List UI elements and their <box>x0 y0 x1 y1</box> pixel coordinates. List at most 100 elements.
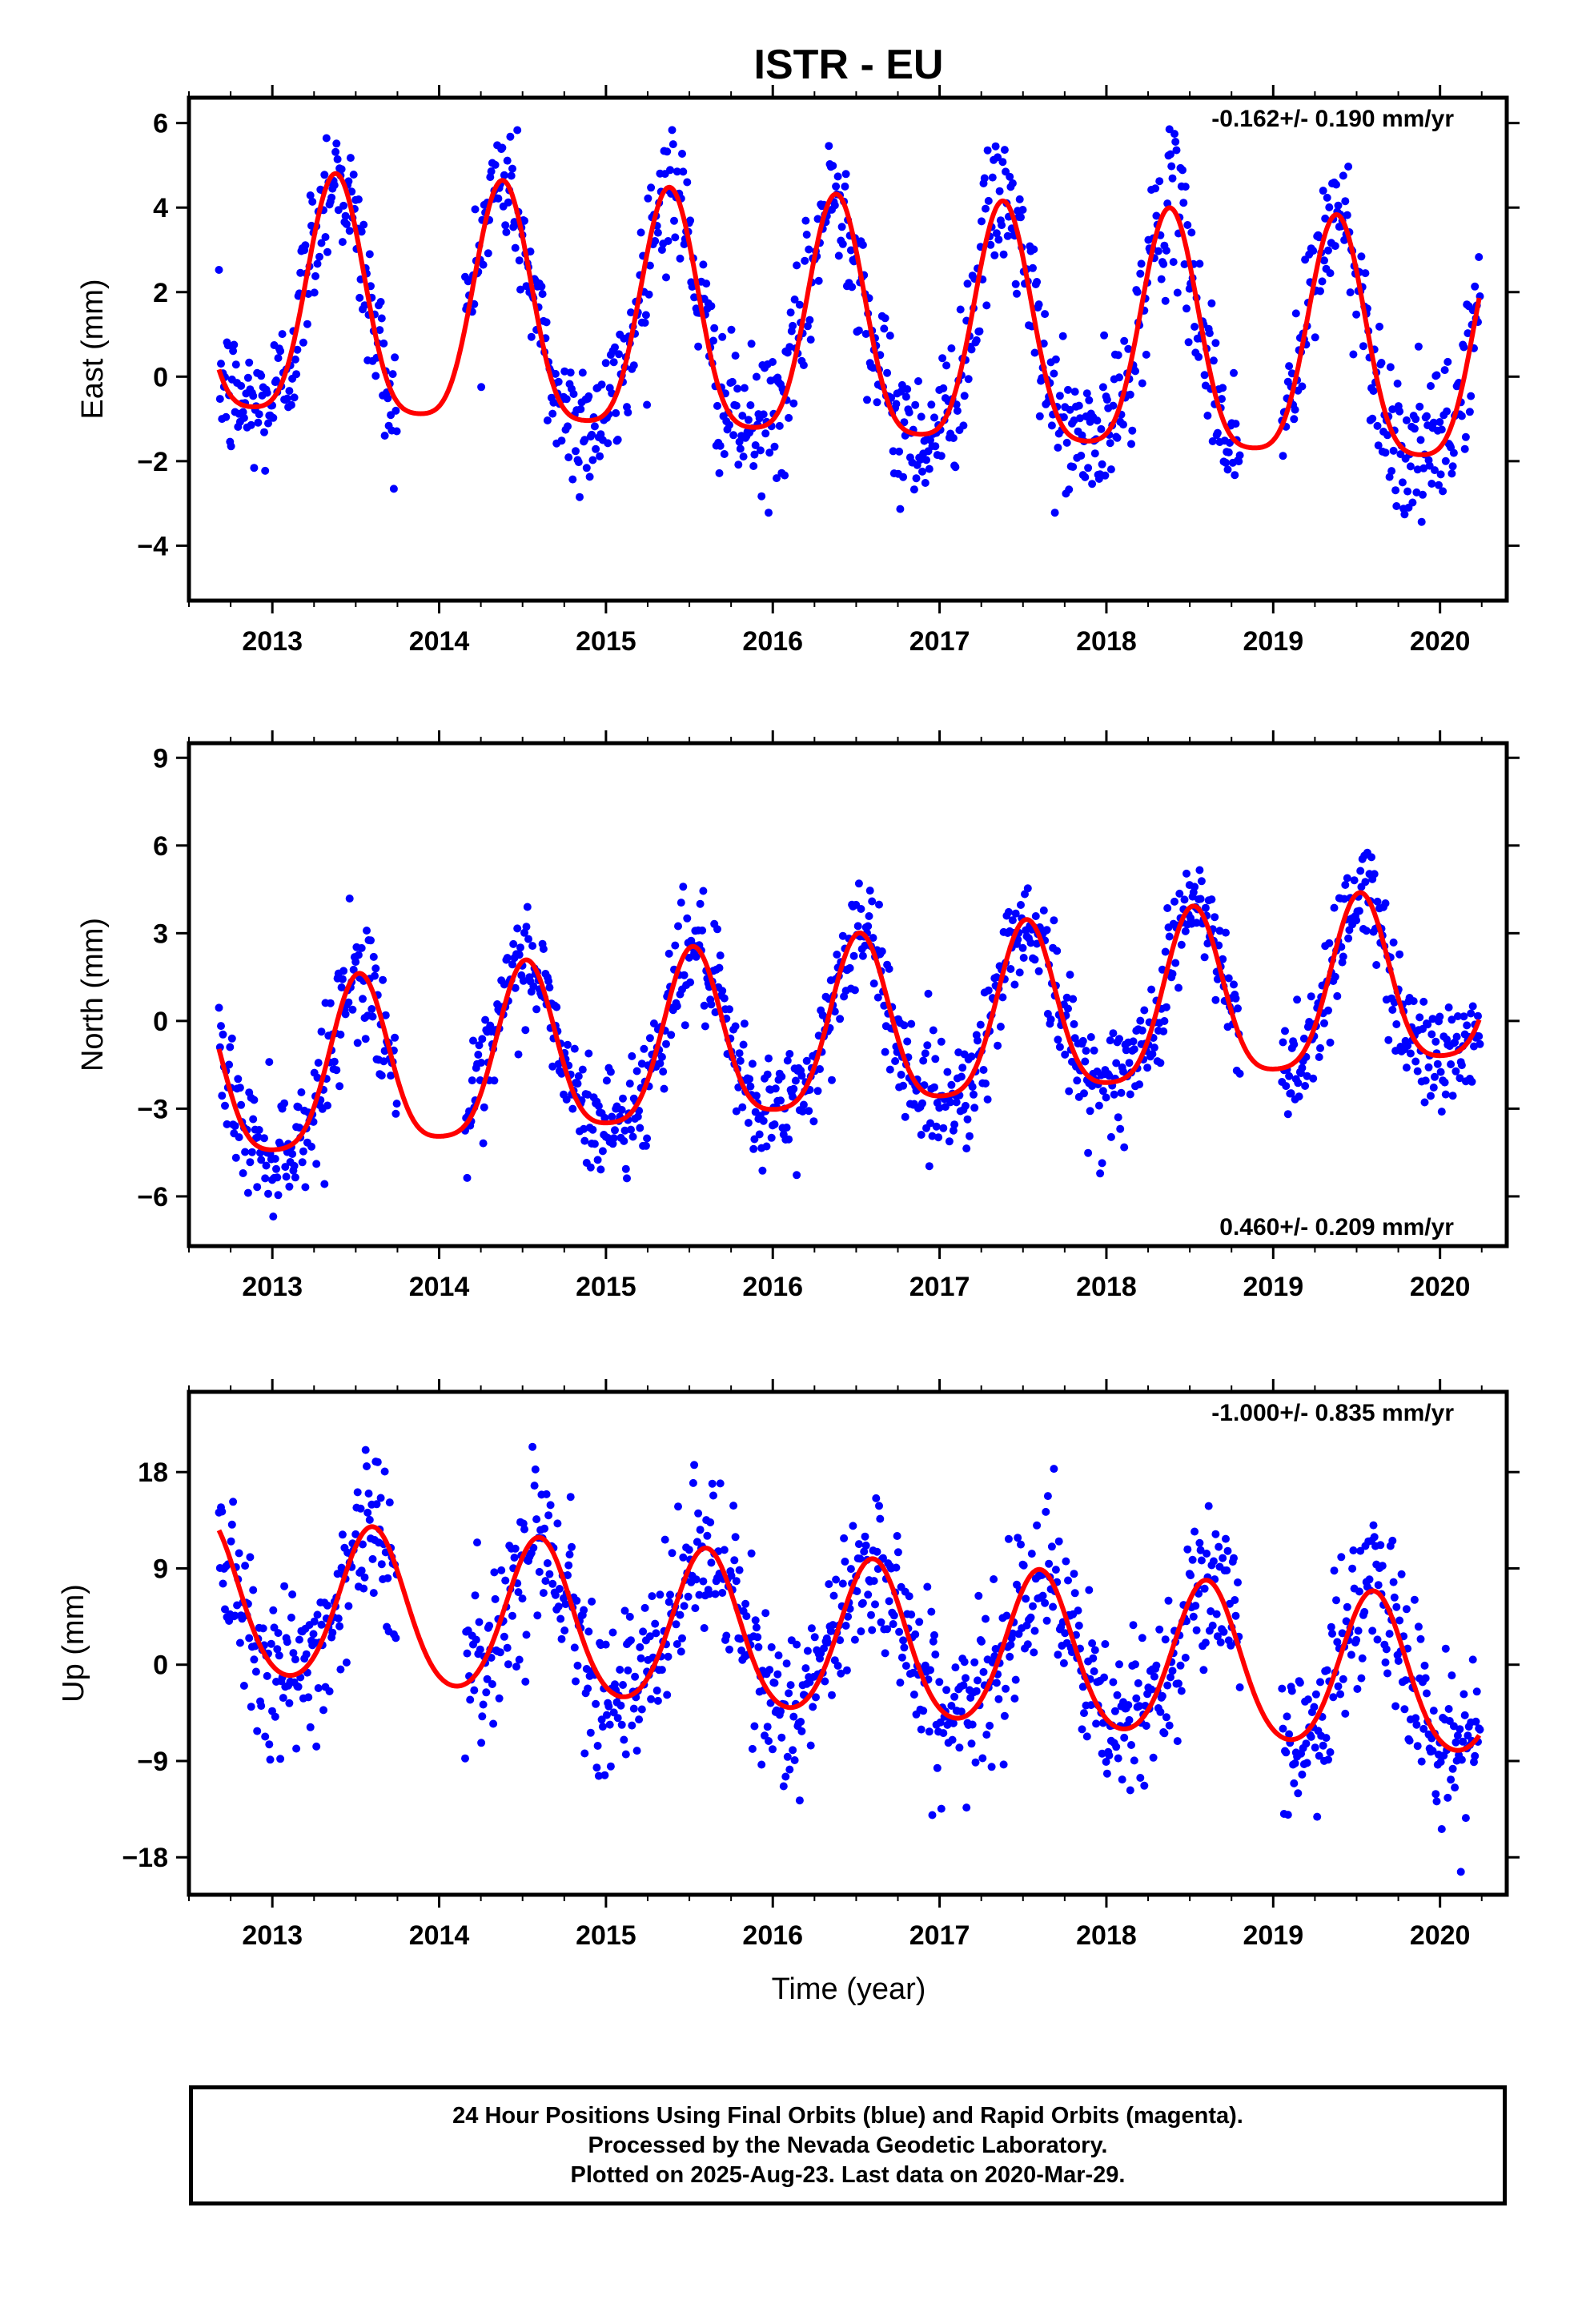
data-point <box>945 1137 954 1146</box>
data-point <box>725 420 733 429</box>
data-point <box>1218 395 1226 404</box>
data-point <box>807 1624 816 1633</box>
data-point <box>789 1712 798 1721</box>
data-point <box>241 1148 250 1156</box>
data-point <box>1388 1536 1397 1545</box>
data-point <box>529 1543 538 1552</box>
data-point <box>696 899 705 908</box>
data-point <box>982 204 990 213</box>
data-point <box>1385 1630 1394 1638</box>
data-point <box>478 1712 487 1721</box>
data-point <box>1465 408 1474 416</box>
data-point <box>283 1638 291 1647</box>
data-point <box>221 1605 229 1614</box>
data-point <box>1077 452 1086 460</box>
data-point <box>368 1012 377 1021</box>
data-point <box>1160 1729 1169 1738</box>
panel-2: 2013 2014 2015 2016 2017 2018 2019 2020−6−30369… <box>76 730 1520 1302</box>
data-point <box>795 300 804 309</box>
data-point <box>1124 344 1133 353</box>
data-point <box>763 1070 772 1079</box>
data-point <box>1461 432 1470 441</box>
data-point <box>556 1614 565 1623</box>
data-point <box>1054 444 1062 452</box>
data-point <box>368 1554 377 1563</box>
data-point <box>1188 1555 1197 1564</box>
data-point <box>588 430 596 439</box>
data-point <box>809 1703 817 1711</box>
data-point <box>1150 1043 1158 1052</box>
data-point <box>332 1066 341 1075</box>
data-point <box>514 1588 523 1597</box>
data-point <box>1207 895 1216 904</box>
data-point <box>837 223 846 231</box>
data-point <box>590 1140 599 1148</box>
data-point <box>939 1124 948 1132</box>
data-point <box>657 1666 666 1675</box>
data-point <box>1098 1749 1106 1758</box>
data-point <box>951 463 960 472</box>
data-point <box>1414 1622 1423 1631</box>
data-point <box>635 1715 644 1724</box>
data-point <box>1017 901 1025 909</box>
data-point <box>1069 463 1078 471</box>
data-point <box>1457 1061 1466 1070</box>
data-point <box>964 375 973 384</box>
data-point <box>1356 1546 1365 1555</box>
data-point <box>1281 1027 1289 1035</box>
panels: 2013 2014 2015 2016 2017 2018 2019 2020−4−20246… <box>57 85 1520 1951</box>
data-point <box>1066 971 1074 979</box>
data-point <box>730 1556 739 1565</box>
data-point <box>1034 967 1043 975</box>
y-tick-label: −2 <box>137 447 168 477</box>
data-point <box>1085 396 1094 404</box>
data-point <box>1168 1667 1177 1675</box>
data-point <box>1437 1108 1446 1116</box>
data-point <box>1467 1009 1476 1018</box>
data-point <box>1460 1012 1468 1021</box>
data-point <box>919 1707 928 1715</box>
data-point <box>746 401 755 409</box>
data-point <box>543 416 552 424</box>
data-point <box>765 1737 773 1745</box>
data-point <box>1195 259 1204 268</box>
data-point <box>767 1642 776 1651</box>
data-point <box>750 1722 759 1731</box>
data-point <box>738 1103 747 1112</box>
data-point <box>1424 1063 1433 1072</box>
data-point <box>1344 934 1353 943</box>
data-point <box>354 195 363 203</box>
data-point <box>836 1015 845 1023</box>
data-point <box>613 1714 622 1723</box>
data-point <box>472 1635 480 1644</box>
data-point <box>907 1019 916 1028</box>
data-point <box>1224 448 1233 456</box>
data-point <box>1332 1596 1340 1605</box>
data-point <box>771 1084 780 1093</box>
data-point <box>285 1699 294 1707</box>
data-point <box>1017 1540 1025 1549</box>
data-point <box>600 1771 609 1779</box>
data-point <box>786 1681 795 1690</box>
data-point <box>785 1050 794 1058</box>
data-point <box>1307 992 1315 1001</box>
data-point <box>841 1622 850 1630</box>
data-point <box>500 171 508 179</box>
data-point <box>825 142 833 151</box>
data-point <box>1461 1814 1470 1823</box>
data-point <box>1341 1709 1350 1718</box>
data-point <box>982 1614 990 1623</box>
data-point <box>1230 980 1238 989</box>
data-point <box>849 1522 857 1530</box>
data-point <box>553 1519 562 1528</box>
data-point <box>1410 1595 1419 1604</box>
data-point <box>691 1604 700 1613</box>
data-point <box>955 1743 964 1752</box>
data-point <box>783 1056 792 1065</box>
data-point <box>580 1749 589 1758</box>
data-point <box>917 1131 926 1139</box>
data-point <box>689 1478 697 1487</box>
data-point <box>1354 1626 1363 1635</box>
data-point <box>363 927 371 935</box>
data-point <box>349 965 358 974</box>
